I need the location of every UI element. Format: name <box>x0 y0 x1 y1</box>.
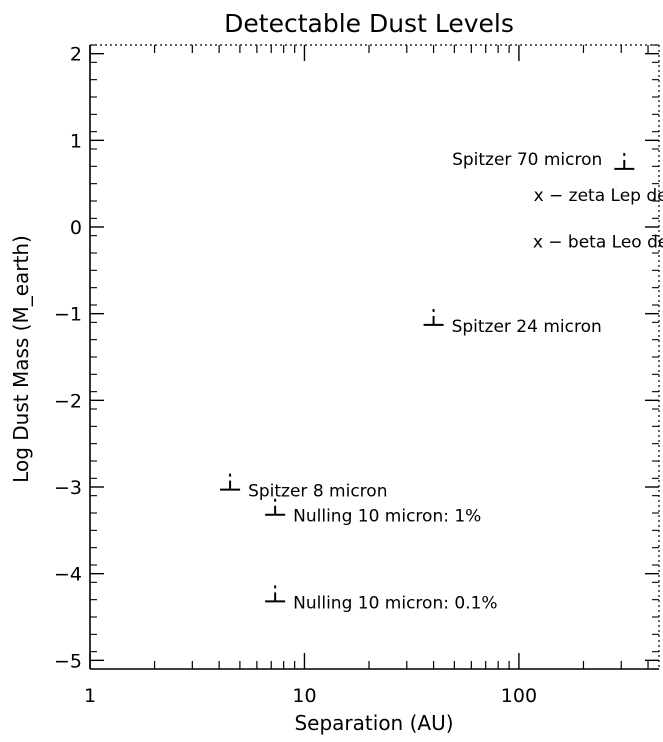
plot-axes <box>89 44 660 670</box>
data-markers: Spitzer 70 micron Spitzer 24 micron Spitze… <box>220 150 635 613</box>
y-tick-label: −4 <box>54 564 82 586</box>
y-axis-label: Log Dust Mass (M_earth) <box>9 235 33 483</box>
upper-limit-marker: Spitzer 24 micron <box>423 308 602 337</box>
x-axis-ticks: 1 10 100 <box>84 45 649 707</box>
y-tick-label: 2 <box>70 44 82 66</box>
y-tick-label: −5 <box>54 650 82 672</box>
y-tick-label: −3 <box>54 477 82 499</box>
annotation-text: x − zeta Lep detection <box>534 186 663 206</box>
upper-limit-marker: Spitzer 70 micron <box>452 150 635 170</box>
y-tick-label: 0 <box>70 217 82 239</box>
x-tick-label: 1 <box>84 685 96 707</box>
y-tick-label: −2 <box>54 390 82 412</box>
annotations: x − zeta Lep detection x − beta Leo detec… <box>533 186 663 253</box>
x-tick-label: 100 <box>501 685 537 707</box>
y-tick-label: −1 <box>54 304 82 326</box>
marker-label: Nulling 10 micron: 1% <box>293 507 481 527</box>
marker-label: Spitzer 24 micron <box>452 317 602 337</box>
upper-limit-marker: Nulling 10 micron: 1% <box>265 498 481 527</box>
marker-label: Spitzer 8 micron <box>248 482 387 502</box>
marker-label: Nulling 10 micron: 0.1% <box>293 593 497 613</box>
upper-limit-marker: Nulling 10 micron: 0.1% <box>265 585 498 613</box>
annotation-text: x − beta Leo detection <box>533 233 663 253</box>
marker-label: Spitzer 70 micron <box>452 150 602 170</box>
x-axis-label: Separation (AU) <box>294 711 453 735</box>
upper-limit-marker: Spitzer 8 micron <box>220 473 387 502</box>
x-tick-label: 10 <box>292 685 316 707</box>
chart-title: Detectable Dust Levels <box>224 9 514 38</box>
y-tick-label: 1 <box>70 130 82 152</box>
y-axis-ticks: −5 −4 −3 −2 −1 0 1 2 <box>54 44 659 672</box>
